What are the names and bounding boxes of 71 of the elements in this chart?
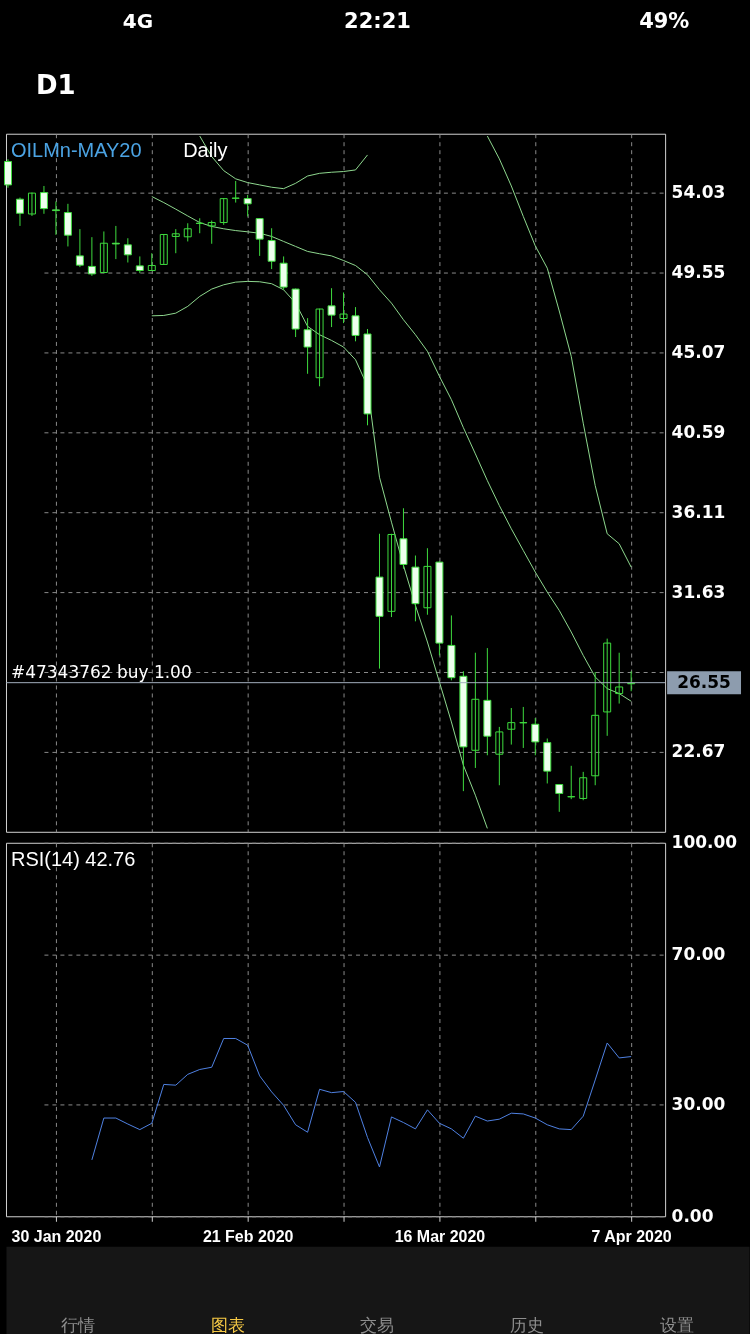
- candlestick: [615, 652, 624, 705]
- x-tick-label: 21 Feb 2020: [202, 1227, 294, 1245]
- text: 历史: [510, 1315, 545, 1334]
- candlestick: [423, 547, 432, 616]
- candlestick: [519, 706, 528, 749]
- text: 行情: [60, 1315, 95, 1334]
- text: 交易: [360, 1315, 395, 1334]
- y-tick-label: 54.03: [671, 182, 726, 203]
- candlestick: [579, 771, 588, 801]
- candlestick: [339, 291, 348, 324]
- text: 4G: [122, 8, 154, 33]
- candlestick: [171, 228, 180, 254]
- y-tick-label: 36.11: [671, 501, 726, 522]
- x-tick-label: 7 Apr 2020: [591, 1227, 672, 1245]
- text: 设置: [660, 1315, 695, 1334]
- x-tick-label: 16 Mar 2020: [394, 1227, 486, 1245]
- chart-subtitle: Daily: [183, 138, 228, 161]
- candlestick: [327, 287, 336, 328]
- candlestick: [591, 671, 600, 786]
- candlestick: [123, 237, 132, 263]
- candlestick: [159, 233, 168, 266]
- y-tick-label: 0.00: [671, 1205, 714, 1226]
- y-tick-label: 31.63: [671, 581, 726, 602]
- line-series: [151, 280, 488, 829]
- candlestick: [195, 217, 204, 234]
- text: 49%: [639, 8, 690, 33]
- y-tick-label: 100.00: [671, 832, 738, 853]
- y-tick-label: 22.67: [671, 741, 726, 762]
- ref-line-label: #47343762 buy 1.00: [10, 661, 192, 682]
- candlestick: [231, 180, 240, 204]
- y-tick-label: 40.59: [671, 421, 726, 442]
- line-series: [151, 196, 632, 702]
- candlestick: [387, 533, 396, 618]
- text: 图表: [210, 1315, 245, 1334]
- candlestick: [207, 220, 216, 245]
- candlestick: [315, 308, 324, 387]
- candlestick: [63, 203, 72, 247]
- candlestick: [27, 192, 36, 217]
- x-tick-label: 30 Jan 2020: [11, 1227, 102, 1245]
- y-tick-label: 45.07: [671, 341, 726, 362]
- candlestick: [351, 306, 360, 342]
- candlestick: [531, 717, 540, 756]
- y-tick-label: 49.55: [671, 261, 726, 282]
- candlestick: [267, 227, 276, 270]
- candlestick: [39, 185, 48, 215]
- candlestick: [183, 222, 192, 242]
- text: 26.55: [677, 671, 731, 692]
- candlestick: [495, 726, 504, 786]
- candlestick: [3, 158, 12, 189]
- text: D1: [35, 69, 76, 100]
- candlestick: [255, 217, 264, 257]
- chart-title: OILMn-MAY20: [10, 138, 142, 161]
- candlestick: [219, 197, 228, 226]
- text: 22:21: [344, 8, 411, 33]
- y-tick-label: 30.00: [671, 1093, 726, 1114]
- y-tick-label: 70.00: [671, 944, 726, 965]
- candlestick: [51, 200, 60, 236]
- candlestick: [555, 783, 564, 813]
- candlestick: [507, 707, 516, 746]
- candlestick: [603, 638, 612, 737]
- candlestick: [471, 652, 480, 769]
- candlestick: [303, 317, 312, 375]
- candlestick: [111, 225, 120, 260]
- candlestick: [75, 228, 84, 268]
- candlestick: [243, 194, 252, 217]
- chart-title: RSI(14) 42.76: [10, 847, 136, 870]
- candlestick: [15, 197, 24, 227]
- candlestick: [87, 236, 96, 277]
- candlestick: [99, 230, 108, 274]
- candlestick: [279, 255, 288, 291]
- line-series: [91, 1037, 632, 1168]
